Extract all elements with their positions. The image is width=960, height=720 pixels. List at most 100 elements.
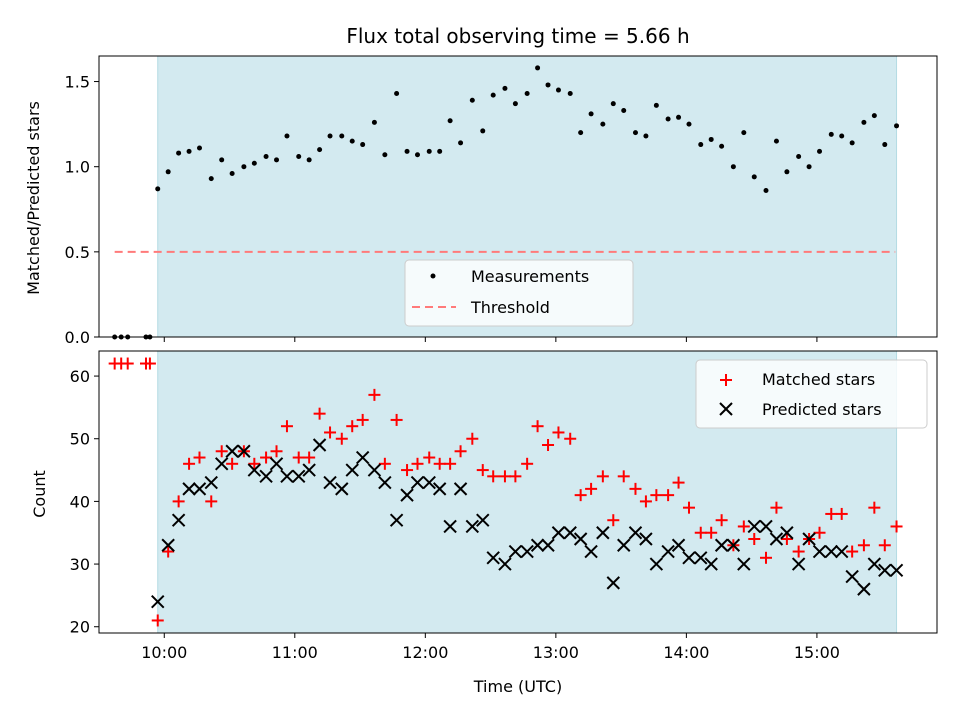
matched-stars-point: [868, 501, 881, 514]
measurements-point: [665, 116, 671, 122]
matched-stars-point: [682, 501, 695, 514]
measurements-point: [653, 102, 659, 108]
predicted-stars-point: [726, 538, 741, 552]
measurements-point: [317, 147, 323, 153]
count-ytick-label: 20: [70, 618, 90, 637]
measurements-point: [339, 133, 345, 139]
count-xtick-label: 15:00: [794, 643, 840, 662]
matched-stars-point: [248, 457, 261, 470]
measurements-point: [828, 131, 834, 137]
measurements-point: [567, 90, 573, 96]
measurements-point: [719, 143, 725, 149]
matched-stars-point: [423, 451, 436, 464]
measurements-point: [610, 101, 616, 107]
measurements-point: [686, 121, 692, 127]
matched-stars-point: [193, 451, 206, 464]
count-xtick-label: 10:00: [141, 643, 187, 662]
matched-stars-point: [151, 614, 164, 627]
matched-stars-point: [662, 489, 675, 502]
predicted-stars-point: [247, 463, 262, 477]
predicted-stars-point: [422, 475, 436, 490]
predicted-stars-point: [606, 576, 620, 590]
count-ytick-label: 40: [70, 492, 90, 511]
matched-stars-point: [890, 520, 903, 533]
matched-stars-point: [454, 445, 467, 458]
matched-stars-point: [401, 464, 414, 477]
predicted-stars-point: [465, 519, 480, 534]
matched-stars-point: [390, 413, 403, 426]
matched-stars-point: [143, 357, 156, 370]
predicted-stars-point: [498, 557, 512, 571]
measurements-point: [469, 97, 475, 103]
matched-stars-point: [835, 507, 848, 520]
predicted-stars-point: [432, 482, 447, 496]
predicted-stars-point: [486, 551, 500, 565]
measurements-point: [219, 157, 225, 163]
matched-stars-point: [564, 432, 577, 445]
measurements-point: [763, 188, 769, 194]
measurements-point: [327, 133, 333, 139]
measurements-point: [839, 133, 845, 139]
measurements-point: [414, 152, 420, 158]
measurements-point: [155, 186, 161, 192]
predicted-stars-point: [541, 538, 555, 552]
matched-stars-point: [183, 457, 196, 470]
matched-stars-point: [705, 526, 718, 539]
matched-stars-point: [172, 495, 185, 508]
measurements-point: [751, 174, 757, 180]
ratio-ylabel: Matched/Predicted stars: [24, 101, 43, 295]
matched-stars-point: [770, 501, 783, 514]
predicted-stars-point: [694, 551, 708, 565]
predicted-stars-point: [704, 557, 718, 571]
count-legend-box: [695, 359, 928, 429]
predicted-stars-point: [747, 519, 761, 534]
matched-stars-point: [596, 470, 609, 483]
measurements-point: [263, 153, 269, 159]
predicted-stars-point: [259, 469, 273, 484]
measurements-point: [643, 133, 649, 139]
predicted-stars-point: [802, 532, 816, 546]
measurements-point: [349, 138, 355, 144]
predicted-stars-point: [204, 475, 218, 490]
measurements-point: [784, 169, 790, 175]
measurements-point: [708, 136, 714, 142]
measurements-point: [676, 114, 682, 120]
count-xtick-label: 13:00: [533, 643, 579, 662]
measurements-point: [871, 113, 877, 119]
legend-label-predicted: Predicted stars: [762, 400, 882, 419]
predicted-stars-point: [649, 557, 664, 571]
predicted-stars-point: [161, 538, 175, 552]
measurements-point: [632, 130, 638, 136]
matched-stars-point: [617, 470, 630, 483]
matched-stars-point: [303, 451, 316, 464]
measurements-point: [229, 171, 235, 177]
predicted-stars-point: [661, 544, 675, 559]
predicted-stars-point: [182, 482, 196, 496]
measurements-point: [894, 123, 900, 129]
predicted-stars-point: [292, 469, 306, 484]
matched-stars-point: [280, 420, 293, 433]
measurements-point: [502, 85, 508, 91]
predicted-stars-point: [453, 482, 468, 496]
matched-stars-point: [878, 539, 891, 552]
matched-stars-point: [487, 470, 500, 483]
predicted-stars-point: [151, 594, 165, 609]
measurements-point: [371, 119, 377, 125]
measurements-point: [773, 138, 779, 144]
predicted-stars-point: [225, 444, 239, 458]
matched-stars-point: [672, 476, 685, 489]
measurements-point: [882, 142, 888, 148]
matched-stars-point: [324, 426, 337, 439]
matched-stars-point: [466, 432, 479, 445]
count-xlabel: Time (UTC): [473, 677, 562, 696]
matched-stars-point: [162, 545, 175, 558]
measurements-point: [730, 164, 736, 170]
legend-marker-matched: [720, 374, 732, 386]
chart-title: Flux total observing time = 5.66 h: [346, 24, 689, 48]
matched-stars-point: [825, 507, 838, 520]
predicted-stars-point: [237, 444, 251, 458]
measurements-point: [284, 133, 290, 139]
predicted-stars-point: [269, 457, 284, 471]
predicted-stars-point: [714, 538, 729, 552]
